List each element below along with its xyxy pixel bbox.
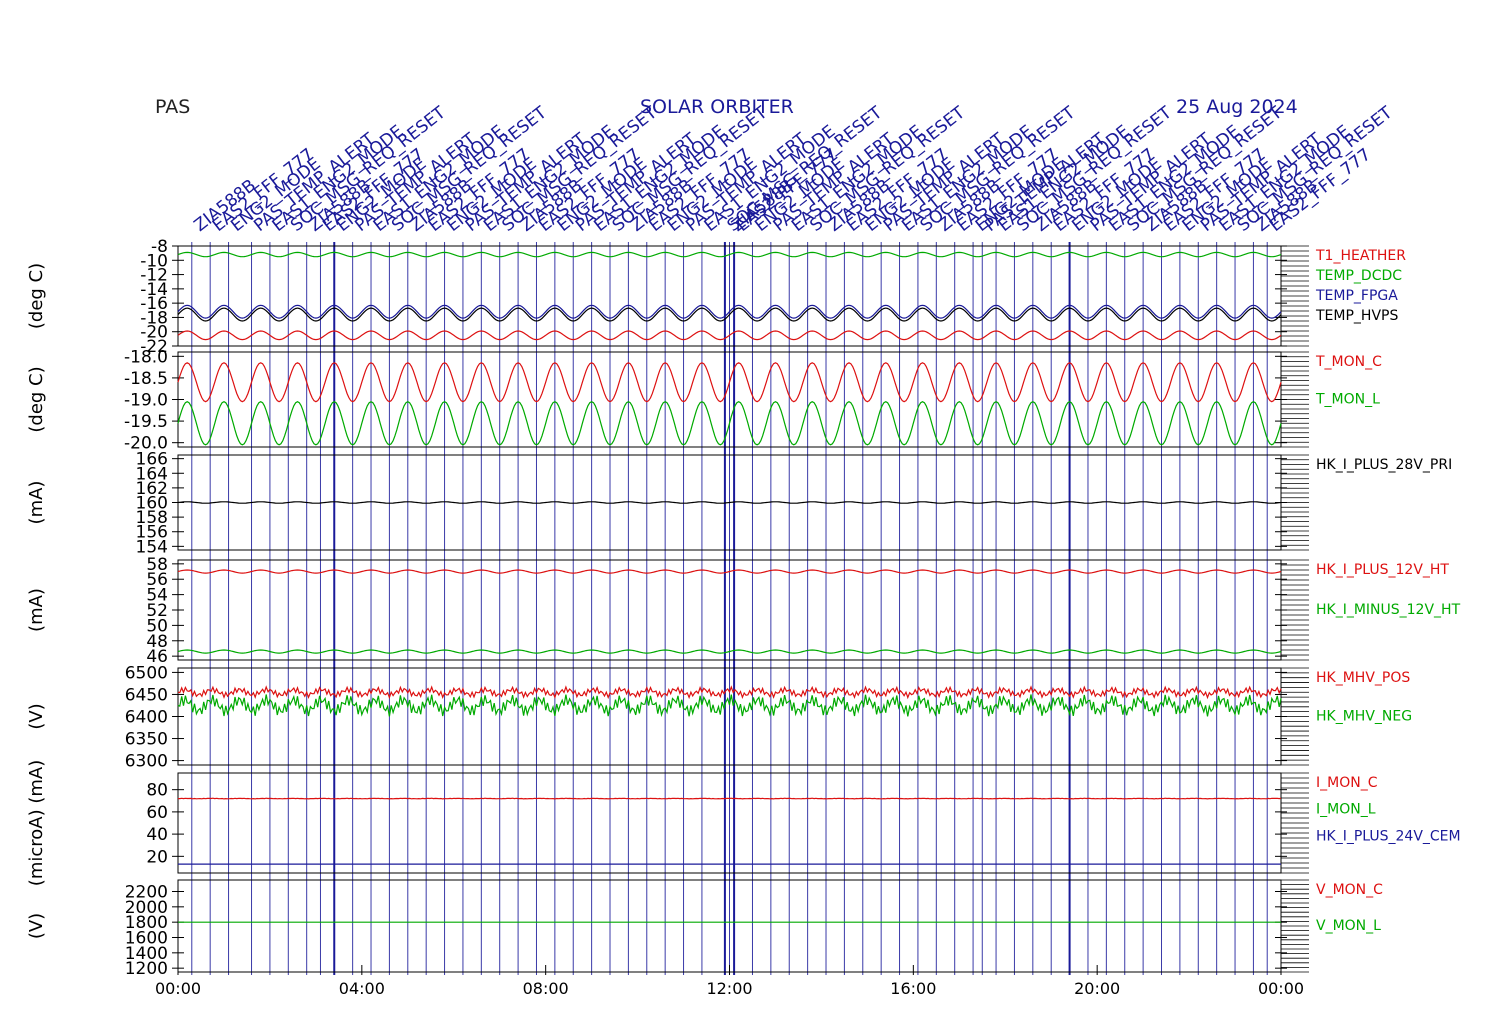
series-line-temp_fpga [177, 304, 1282, 319]
panel-1: -8-10-12-14-16-18-20-22 (deg C) T1_HEATHER… [26, 237, 1406, 357]
legend-hk_i_minus_12v_ht: HK_I_MINUS_12V_HT [1316, 602, 1461, 618]
x-tick-label: 04:00 [339, 979, 385, 998]
y-tick-label: -14 [140, 280, 168, 300]
y-tick-label: 60 [146, 803, 168, 823]
y-tick-label: 6500 [125, 663, 168, 683]
y-tick-label: -22 [140, 337, 168, 357]
y-axis-label: (microA) (mA) [26, 760, 47, 886]
legend-temp_dcdc: TEMP_DCDC [1315, 268, 1402, 284]
legend-hk_i_plus_24v_cem: HK_I_PLUS_24V_CEM [1316, 828, 1461, 844]
x-tick-label: 12:00 [706, 979, 752, 998]
series-line-t1_heather [177, 330, 1282, 341]
y-tick-label: 2200 [125, 883, 168, 903]
legend-t1_heather: T1_HEATHER [1315, 248, 1406, 264]
y-tick-label: 156 [136, 523, 168, 543]
y-tick-label: 1400 [125, 944, 168, 964]
legend-hk_i_plus_28v_pri: HK_I_PLUS_28V_PRI [1316, 457, 1452, 473]
legend-hk_mhv_neg: HK_MHV_NEG [1316, 709, 1412, 725]
x-tick-label: 16:00 [890, 979, 936, 998]
mission-label: SOLAR ORBITER [640, 96, 794, 118]
series-line-hk_i_plus_12v_ht [177, 569, 1282, 574]
y-tick-label: 154 [136, 537, 168, 557]
y-tick-label: -18 [140, 308, 168, 328]
y-tick-label: 58 [146, 555, 168, 575]
y-tick-label: -12 [140, 266, 168, 286]
y-tick-label: -20.0 [124, 434, 168, 454]
y-tick-label: 40 [146, 825, 168, 845]
y-tick-label: 1800 [125, 913, 168, 933]
y-tick-label: -16 [140, 294, 168, 314]
event-annotations: ZIA588BEAS2_FFF_777ENG2_MODEPAS_TEMP_ALE… [191, 102, 1397, 235]
y-tick-label: 2000 [125, 898, 168, 918]
y-axis-label: (mA) [26, 588, 47, 632]
panel-2: -18.0-18.5-19.0-19.5-20.0 (deg C) T_MON_C T… [26, 347, 1382, 453]
y-tick-label: -18.0 [124, 347, 168, 367]
y-tick-label: -10 [140, 251, 168, 271]
legend-v_mon_c: V_MON_C [1316, 882, 1383, 898]
x-tick-label: 20:00 [1074, 979, 1120, 998]
y-tick-label: 6350 [125, 730, 168, 750]
y-tick-label: 158 [136, 508, 168, 528]
y-tick-label: 50 [146, 616, 168, 636]
y-axis-label: (deg C) [26, 366, 47, 432]
series-line-t_mon_c [177, 362, 1282, 403]
y-tick-label: 48 [146, 632, 168, 652]
y-tick-label: 80 [146, 781, 168, 801]
series-line-hk_mhv_neg [177, 694, 1282, 718]
legend-i_mon_c: I_MON_C [1316, 775, 1378, 791]
legend-hk_mhv_pos: HK_MHV_POS [1316, 670, 1410, 686]
y-tick-label: -19.0 [124, 391, 168, 411]
series-line-hk_i_plus_28v_pri [177, 501, 1282, 504]
y-tick-label: 20 [146, 847, 168, 867]
y-tick-label: 164 [136, 464, 168, 484]
legend-hk_i_plus_12v_ht: HK_I_PLUS_12V_HT [1316, 562, 1449, 578]
legend-v_mon_l: V_MON_L [1316, 918, 1381, 934]
chart-panels: -8-10-12-14-16-18-20-22 (deg C) T1_HEATHER… [26, 237, 1461, 979]
x-axis: 00:00 04:00 08:00 12:00 16:00 20:00 00:00 [155, 965, 1304, 998]
legend-t_mon_c: T_MON_C [1315, 354, 1382, 370]
x-tick-label: 00:00 [1258, 979, 1304, 998]
y-tick-label: -19.5 [124, 412, 168, 432]
y-tick-label: -8 [151, 237, 168, 257]
legend-i_mon_l: I_MON_L [1316, 802, 1376, 818]
series-line-temp_dcdc [177, 251, 1282, 258]
series-line-i_mon_c [178, 797, 1282, 800]
y-tick-label: 162 [136, 479, 168, 499]
date-label: 25 Aug 2024 [1176, 96, 1298, 118]
y-axis-label: (V) [26, 913, 47, 939]
series-line-temp_hvps [177, 307, 1282, 322]
event-lines [191, 242, 1268, 975]
x-tick-label: 08:00 [523, 979, 569, 998]
y-tick-label: -20 [140, 323, 168, 343]
series-line-hk_i_minus_12v_ht [177, 649, 1282, 654]
y-axis-label: (deg C) [26, 263, 47, 329]
y-tick-label: -18.5 [124, 369, 168, 389]
y-tick-label: 52 [146, 601, 168, 621]
x-tick-label: 00:00 [155, 979, 201, 998]
y-tick-label: 166 [136, 450, 168, 470]
legend-temp_fpga: TEMP_FPGA [1315, 288, 1398, 304]
series-line-t_mon_l [177, 401, 1282, 446]
y-tick-label: 46 [146, 647, 168, 667]
legend-temp_hvps: TEMP_HVPS [1315, 308, 1398, 324]
y-tick-label: 1200 [125, 959, 168, 979]
legend-t_mon_l: T_MON_L [1315, 392, 1380, 408]
y-tick-label: 160 [136, 494, 168, 514]
instrument-label: PAS [155, 96, 191, 118]
y-tick-label: 6300 [125, 752, 168, 772]
y-axis-label: (V) [26, 703, 47, 729]
y-tick-label: 6450 [125, 685, 168, 705]
y-tick-label: 56 [146, 570, 168, 590]
y-tick-label: 54 [146, 586, 168, 606]
y-axis-label: (mA) [26, 481, 47, 525]
y-tick-label: 1600 [125, 929, 168, 949]
y-tick-label: 6400 [125, 708, 168, 728]
series-line-hk_mhv_pos [177, 685, 1282, 700]
